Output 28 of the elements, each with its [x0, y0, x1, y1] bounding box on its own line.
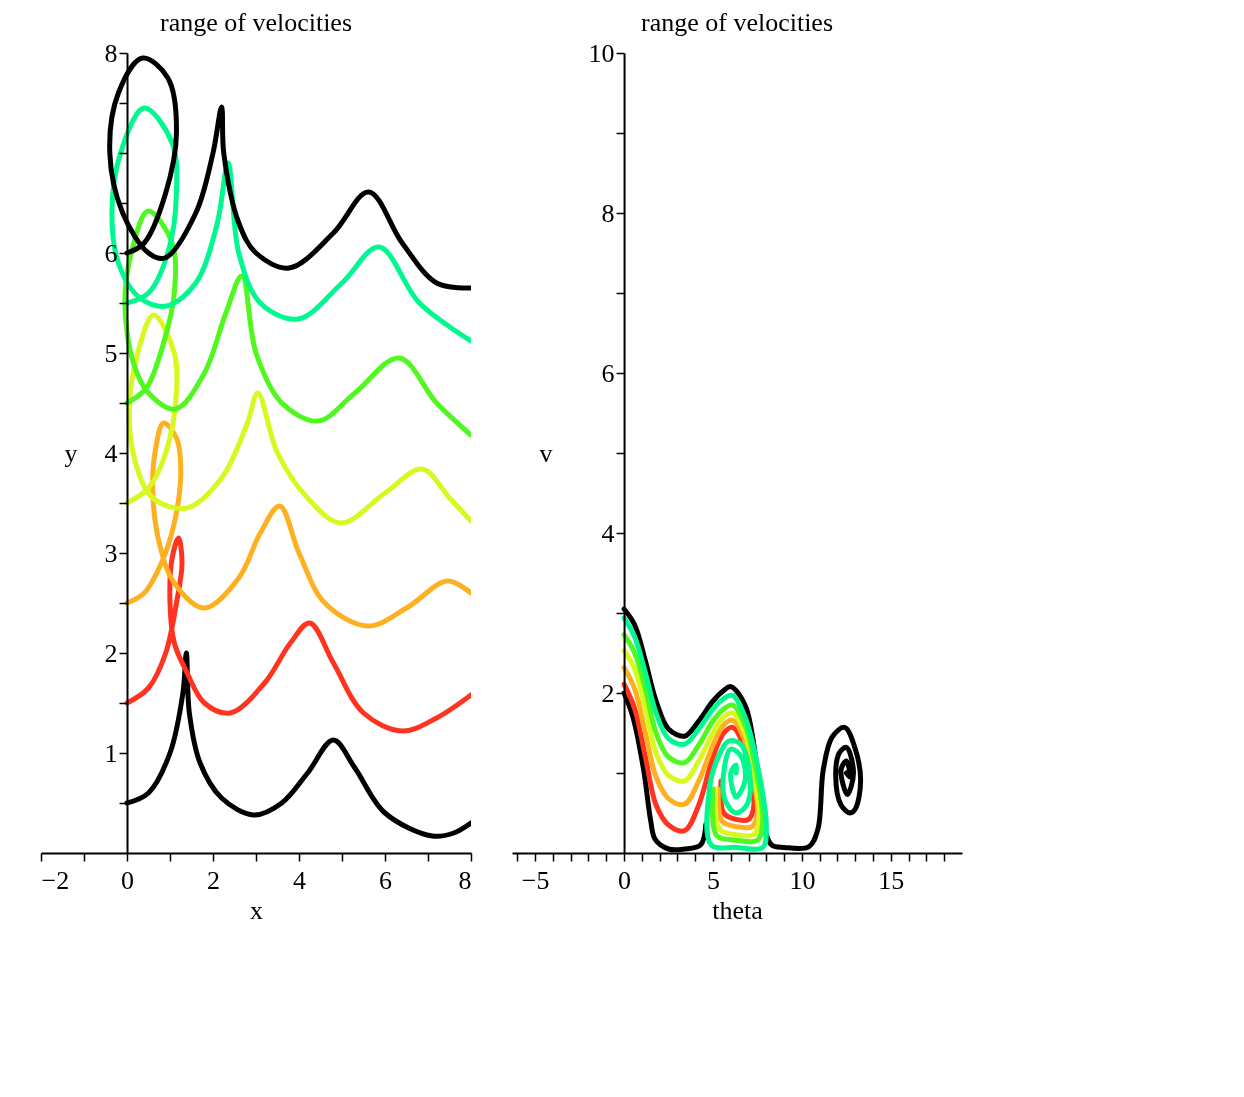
x-axis-title: theta [712, 895, 764, 925]
x-tick-label: 10 [789, 865, 816, 895]
y-axis-title: y [64, 438, 78, 468]
y-tick-label: 3 [104, 538, 118, 568]
x-tick-label: 15 [878, 865, 905, 895]
x-tick-label: 5 [706, 865, 720, 895]
y-tick-label: 8 [104, 38, 118, 68]
y-tick-label: 2 [104, 638, 118, 668]
x-axis-title: x [250, 895, 263, 925]
x-tick-label: 2 [207, 865, 220, 895]
x-tick-label: 6 [379, 865, 392, 895]
x-tick-label: 0 [121, 865, 134, 895]
x-tick-label: −5 [521, 865, 550, 895]
y-tick-label: 5 [104, 338, 118, 368]
x-tick-label: −2 [41, 865, 70, 895]
y-tick-label: 4 [601, 518, 615, 548]
y-tick-label: 1 [104, 738, 118, 768]
chart-title: range of velocities [640, 8, 834, 37]
x-tick-label: 8 [458, 865, 472, 895]
y-axis-title: v [539, 438, 553, 468]
y-tick-label: 8 [601, 198, 615, 228]
y-tick-label: 10 [588, 38, 615, 68]
x-tick-label: 4 [293, 865, 306, 895]
y-tick-label: 6 [601, 358, 615, 388]
x-tick-label: 0 [618, 865, 632, 895]
y-tick-label: 2 [601, 678, 615, 708]
chart-title: range of velocities [159, 8, 353, 37]
y-tick-label: 4 [104, 438, 118, 468]
